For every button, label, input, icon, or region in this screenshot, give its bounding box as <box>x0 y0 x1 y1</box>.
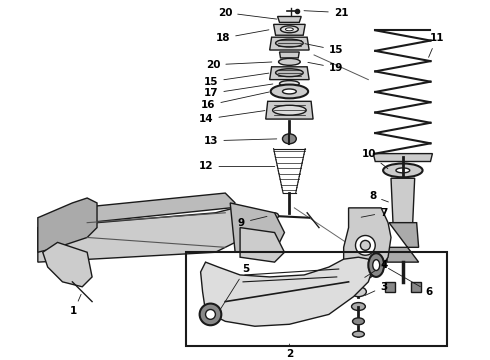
Ellipse shape <box>396 168 410 173</box>
Text: 14: 14 <box>199 111 265 124</box>
Text: 6: 6 <box>389 269 433 297</box>
Text: 17: 17 <box>204 84 273 98</box>
Text: 21: 21 <box>304 8 348 18</box>
Ellipse shape <box>283 134 296 144</box>
Ellipse shape <box>286 28 294 31</box>
Bar <box>186 252 447 346</box>
Text: 8: 8 <box>369 191 389 202</box>
Text: 7: 7 <box>361 208 388 218</box>
Polygon shape <box>270 37 309 50</box>
Polygon shape <box>387 223 418 262</box>
Ellipse shape <box>272 105 306 115</box>
Ellipse shape <box>278 58 300 65</box>
Ellipse shape <box>351 302 366 310</box>
Text: 18: 18 <box>216 30 269 43</box>
Ellipse shape <box>355 235 375 255</box>
Polygon shape <box>279 52 299 58</box>
Polygon shape <box>230 203 285 252</box>
Text: 4: 4 <box>365 260 388 278</box>
Polygon shape <box>277 17 301 22</box>
Polygon shape <box>200 257 373 326</box>
Text: 10: 10 <box>362 149 388 168</box>
Polygon shape <box>77 193 235 223</box>
Ellipse shape <box>275 69 303 77</box>
Ellipse shape <box>383 163 422 177</box>
Polygon shape <box>38 208 245 262</box>
Ellipse shape <box>199 303 221 325</box>
Text: 2: 2 <box>286 344 293 359</box>
Polygon shape <box>373 154 433 162</box>
Ellipse shape <box>283 89 296 94</box>
Polygon shape <box>385 282 395 292</box>
Text: 1: 1 <box>70 294 81 316</box>
Ellipse shape <box>205 310 216 319</box>
Ellipse shape <box>280 26 298 33</box>
Ellipse shape <box>350 287 367 297</box>
Polygon shape <box>240 228 285 262</box>
Ellipse shape <box>352 331 365 337</box>
Polygon shape <box>266 101 313 119</box>
Polygon shape <box>43 242 92 287</box>
Text: 16: 16 <box>201 92 269 110</box>
Ellipse shape <box>275 39 303 47</box>
Text: 9: 9 <box>238 216 267 228</box>
Polygon shape <box>38 198 97 252</box>
Ellipse shape <box>368 253 384 277</box>
Polygon shape <box>411 282 420 292</box>
Text: 11: 11 <box>429 33 444 57</box>
Ellipse shape <box>352 318 365 325</box>
Ellipse shape <box>270 85 308 98</box>
Ellipse shape <box>270 213 278 219</box>
Polygon shape <box>273 24 305 35</box>
Text: 15: 15 <box>305 44 343 55</box>
Text: 20: 20 <box>206 60 272 70</box>
Polygon shape <box>270 67 309 80</box>
Text: 3: 3 <box>365 282 388 296</box>
Text: 20: 20 <box>218 8 277 19</box>
Ellipse shape <box>279 81 299 86</box>
Text: 15: 15 <box>204 73 269 87</box>
Text: 13: 13 <box>204 136 277 146</box>
Ellipse shape <box>373 260 380 270</box>
Text: 5: 5 <box>220 264 249 310</box>
Ellipse shape <box>361 240 370 250</box>
Text: 19: 19 <box>308 62 343 73</box>
Text: 12: 12 <box>199 161 275 171</box>
Polygon shape <box>391 178 415 223</box>
Polygon shape <box>343 208 391 282</box>
